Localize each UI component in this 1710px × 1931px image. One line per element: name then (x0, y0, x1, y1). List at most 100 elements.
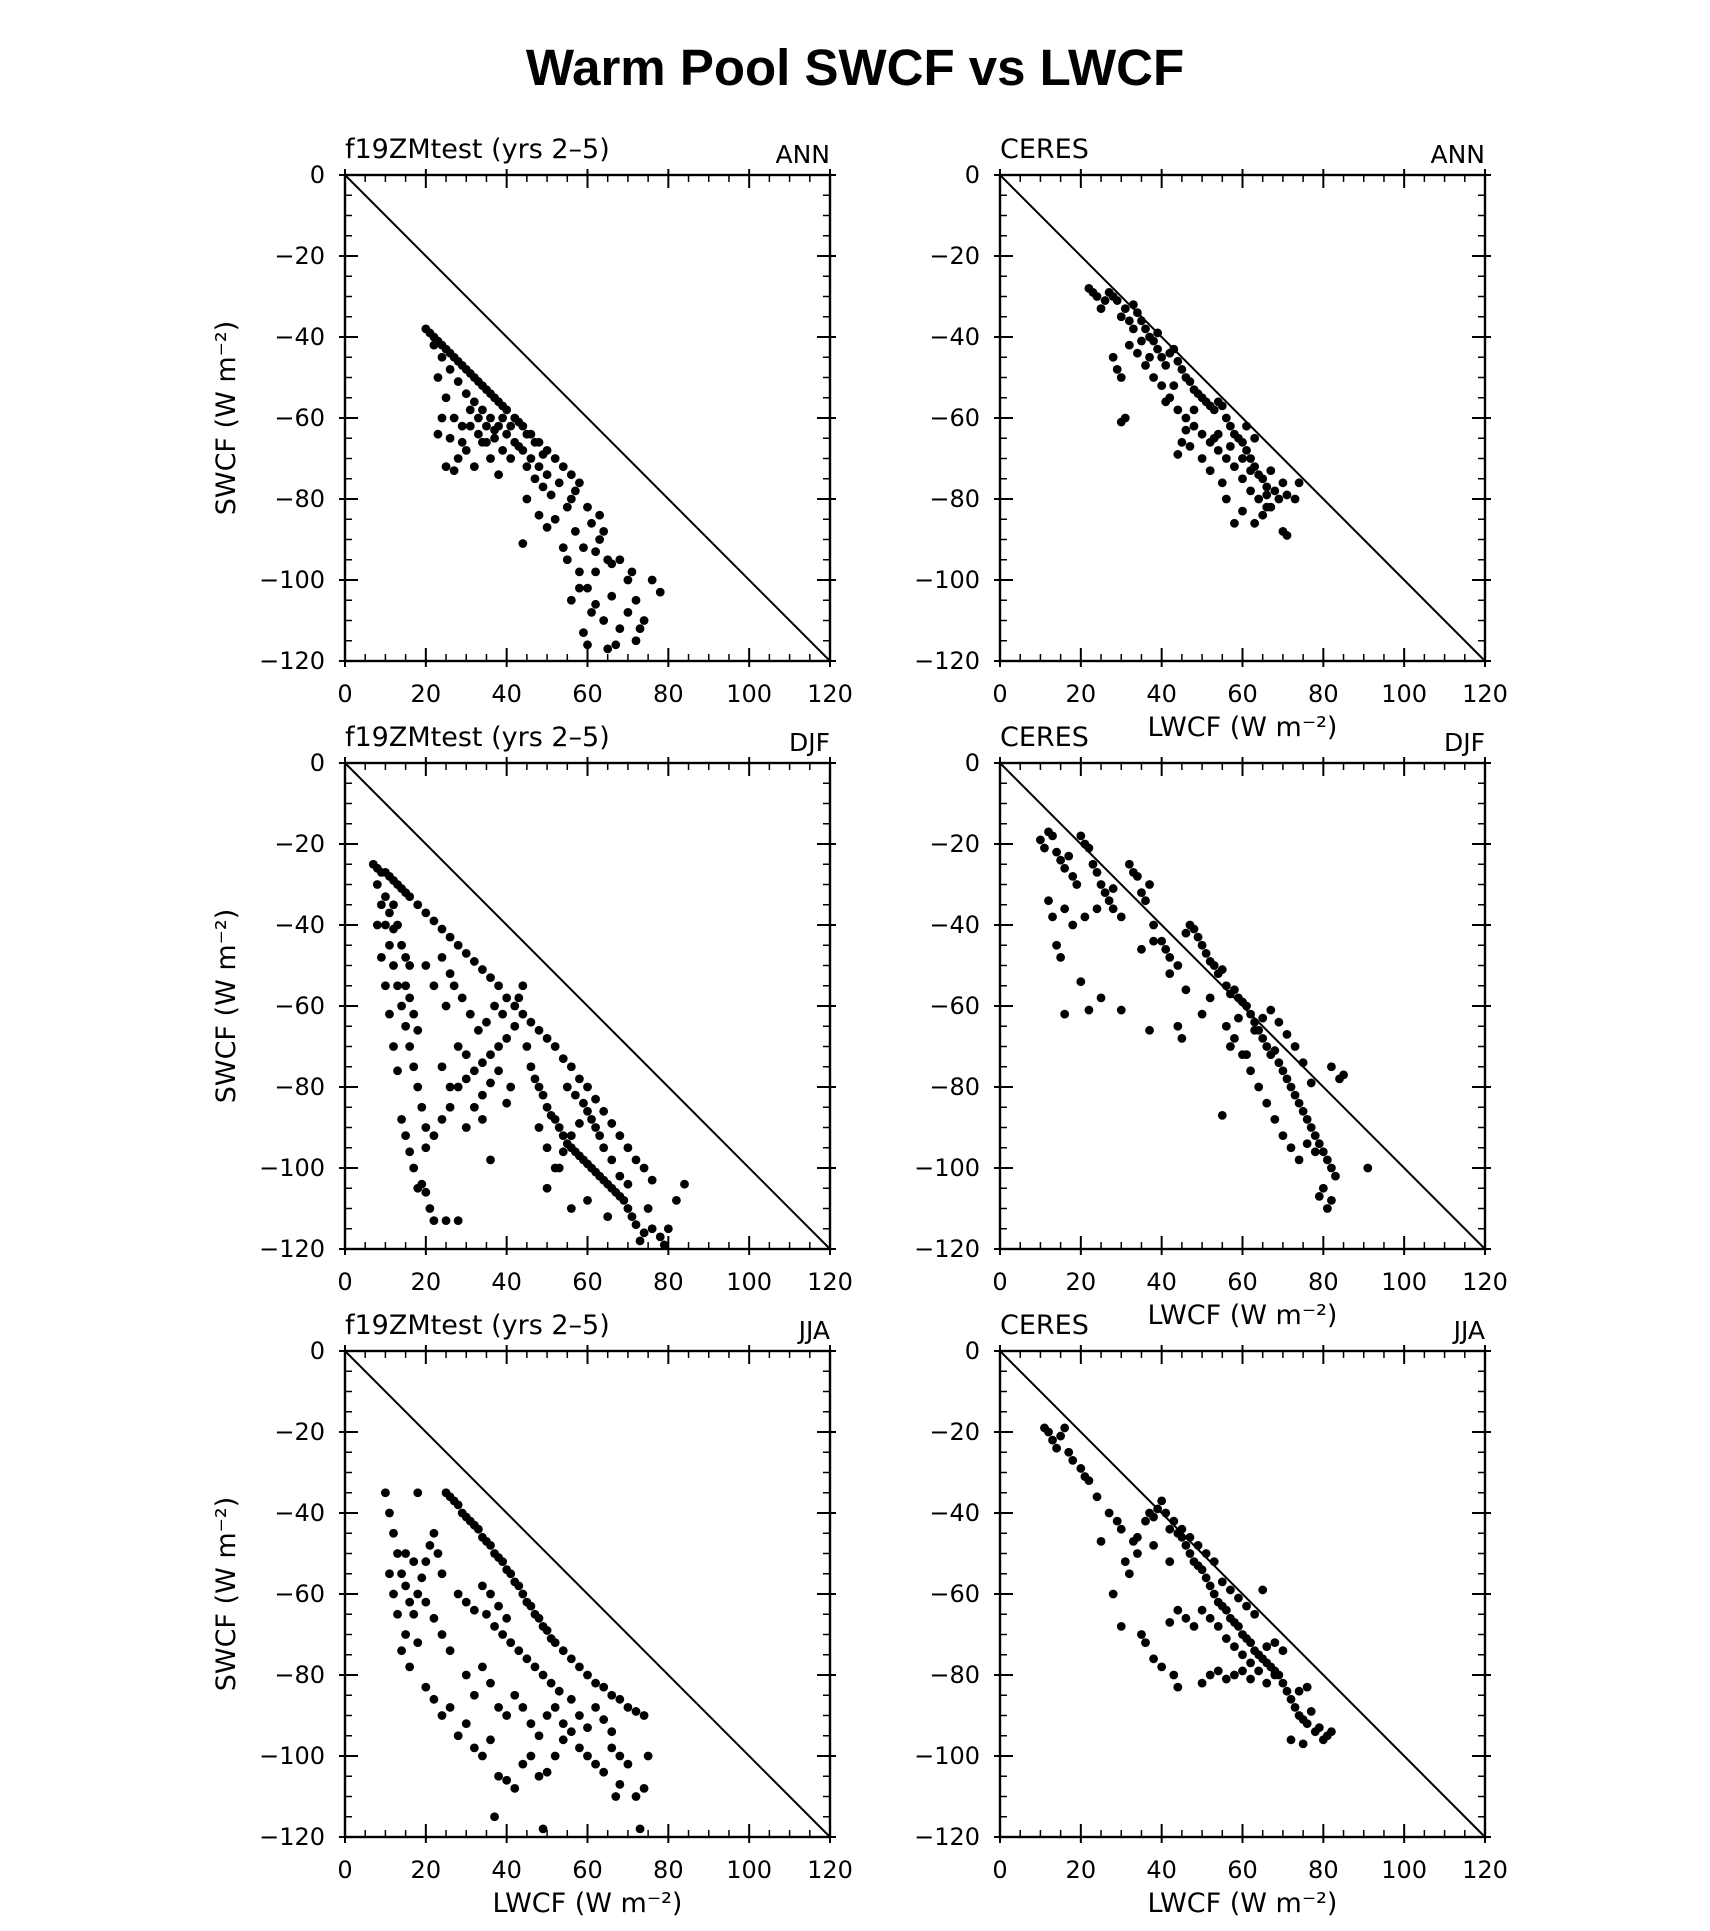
scatter-point (453, 1082, 463, 1092)
panel-left-label: f19ZMtest (yrs 2–5) (345, 1310, 610, 1341)
scatter-point (409, 1609, 419, 1619)
scatter-point (1238, 506, 1247, 516)
scatter-point (1068, 920, 1078, 930)
scatter-point (583, 1670, 592, 1680)
scatter-point (1246, 1674, 1255, 1684)
scatter-point (381, 981, 390, 991)
scatter-point (1084, 1476, 1094, 1485)
scatter-point (659, 1240, 669, 1250)
scatter-point (449, 466, 459, 476)
reference-line (344, 762, 831, 1250)
scatter-point (421, 1557, 431, 1566)
y-tick-label: 0 (965, 1337, 980, 1365)
scatter-point (1052, 847, 1061, 857)
scatter-point (1201, 1573, 1211, 1583)
scatter-point (498, 446, 508, 455)
x-tick-label: 100 (1381, 1268, 1427, 1296)
scatter-point (469, 1066, 479, 1076)
scatter-point (482, 1017, 491, 1027)
scatter-point (494, 1601, 503, 1611)
scatter-point (1185, 377, 1195, 386)
x-tick-label: 20 (1066, 680, 1097, 708)
scatter-point (372, 880, 382, 889)
scatter-point (1153, 344, 1163, 354)
y-tick-label: −60 (274, 1580, 325, 1608)
scatter-point (1157, 936, 1167, 946)
scatter-point (1278, 1066, 1288, 1076)
scatter-point (635, 1236, 645, 1246)
scatter-point (583, 1106, 592, 1116)
scatter-point (623, 1703, 633, 1712)
scatter-point (1262, 1098, 1272, 1108)
scatter-point (1120, 1557, 1130, 1566)
scatter-point (376, 900, 386, 910)
scatter-point (599, 1106, 609, 1116)
scatter-point (1112, 365, 1122, 374)
scatter-point (1310, 1147, 1320, 1157)
scatter-point (623, 608, 633, 617)
scatter-point (1153, 1504, 1163, 1514)
scatter-point (550, 1115, 560, 1124)
scatter-point (433, 429, 443, 439)
y-tick-label: −40 (929, 323, 980, 351)
scatter-point (647, 575, 657, 585)
scatter-point (437, 924, 447, 934)
y-tick-label: −100 (259, 1154, 325, 1182)
scatter-point (575, 1711, 584, 1720)
scatter-point (433, 1549, 443, 1558)
scatter-point (542, 1034, 552, 1043)
scatter-point (615, 624, 625, 633)
scatter-point (1149, 373, 1158, 382)
scatter-point (1181, 1541, 1191, 1550)
scatter-point (421, 1682, 431, 1692)
scatter-point (1290, 1042, 1300, 1051)
scatter-point (530, 437, 540, 447)
scatter-point (1221, 454, 1231, 463)
scatter-point (1270, 1115, 1280, 1124)
x-axis-title: LWCF (W m⁻²) (1148, 712, 1338, 743)
y-tick-label: −40 (274, 911, 325, 939)
reference-line (999, 1350, 1486, 1838)
scatter-point (478, 437, 487, 447)
y-tick-label: −40 (929, 1499, 980, 1527)
scatter-point (1141, 1638, 1150, 1647)
scatter-point (1165, 953, 1175, 962)
scatter-point (502, 1711, 512, 1720)
scatter-point (575, 1074, 584, 1084)
scatter-point (1056, 953, 1066, 962)
panel-season-label: JJA (1452, 1316, 1485, 1345)
scatter-point (1258, 1585, 1268, 1595)
scatter-point (1141, 1516, 1150, 1526)
scatter-point (1084, 1005, 1094, 1015)
scatter-point (461, 948, 471, 958)
scatter-point (1120, 304, 1130, 314)
scatter-point (1302, 1682, 1312, 1692)
scatter-point (461, 1670, 471, 1680)
scatter-point (393, 981, 402, 991)
scatter-point (611, 640, 621, 650)
scatter-point (413, 1638, 423, 1647)
scatter-point (534, 1771, 544, 1781)
scatter-point (1133, 1532, 1142, 1542)
scatter-point (623, 1204, 633, 1213)
scatter-point (1076, 977, 1086, 987)
scatter-point (417, 1179, 427, 1189)
scatter-point (1209, 1557, 1219, 1566)
scatter-point (1209, 405, 1219, 415)
scatter-point (623, 1143, 633, 1153)
scatter-point (1282, 1686, 1292, 1696)
scatter-point (409, 1009, 419, 1019)
scatter-point (558, 1131, 568, 1140)
scatter-point (591, 599, 600, 609)
scatter-point (1217, 1577, 1227, 1587)
scatter-point (478, 965, 487, 974)
x-axis-title: LWCF (W m⁻²) (1148, 1888, 1338, 1919)
scatter-point (514, 441, 524, 451)
scatter-point (457, 421, 467, 431)
scatter-points (368, 859, 689, 1250)
scatter-point (542, 1767, 552, 1777)
scatter-point (1124, 316, 1134, 326)
scatter-point (1052, 940, 1061, 950)
scatter-panel-3: 0 20 40 60 80 100 120 0 −20 −40 −60 −80 −100 −120 f19Z… (211, 722, 853, 1296)
scatter-point (1209, 1589, 1219, 1599)
